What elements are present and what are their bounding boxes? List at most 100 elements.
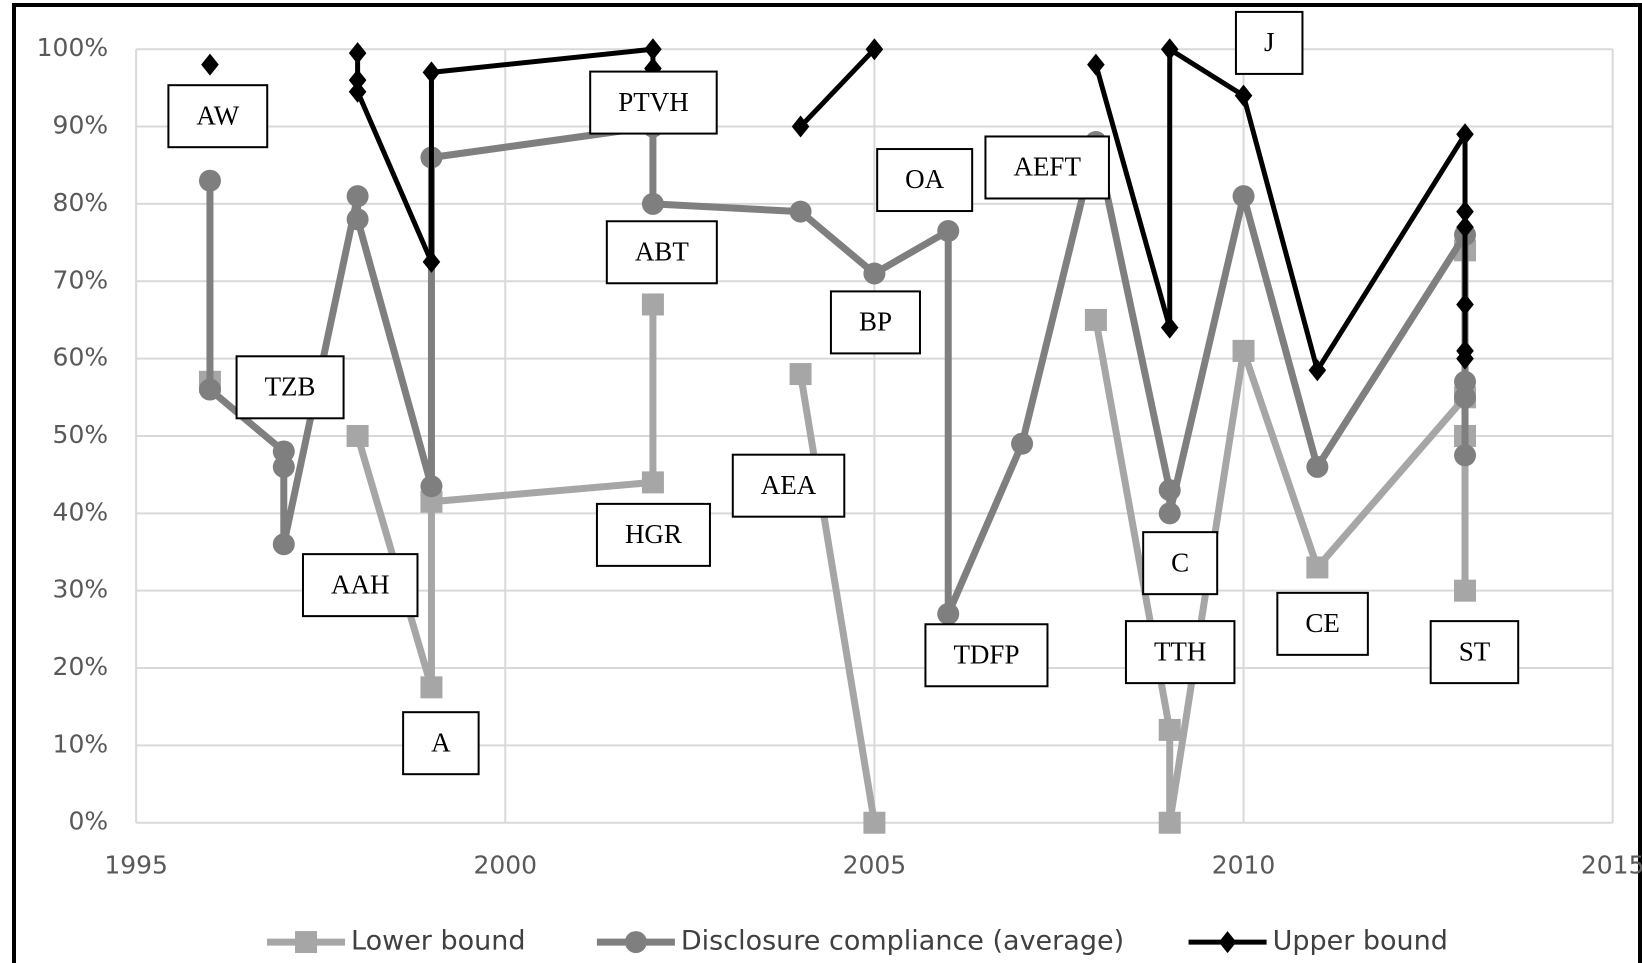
annotation-box [595,502,711,567]
annotation-box [1276,591,1369,656]
marker [644,38,662,61]
marker [272,455,295,478]
marker [641,471,664,494]
annotation-label: AAH [331,569,390,599]
marker [272,440,295,463]
marker [789,200,812,223]
marker [1158,811,1181,834]
marker [1456,216,1474,239]
x-tick-label: 1995 [104,851,168,880]
marker [1158,502,1181,525]
marker [346,208,369,231]
annotation-box [301,553,419,618]
y-tick-label: 50% [53,420,109,449]
annotation: ABT [605,220,718,285]
frame [12,3,1642,963]
marker [937,219,960,242]
marker [1306,556,1329,579]
marker [1454,370,1477,393]
annotation: ST [1429,620,1520,685]
annotation-box [1124,620,1236,685]
annotation-label: AEA [761,470,817,500]
marker [422,250,441,273]
marker [1232,185,1255,208]
annotation: PTVH [589,70,718,135]
annotation-box [829,290,921,355]
annotation: C [1142,531,1219,596]
annotation-box [1234,10,1304,75]
y-tick-label: 30% [53,575,109,604]
annotation: AW [167,84,269,149]
legend-label: Lower bound [351,926,526,957]
marker [1456,123,1474,146]
x-tick-label: 2010 [1212,851,1276,880]
x-tick-label: 2005 [843,851,907,880]
marker [422,61,441,84]
annotation: HGR [595,502,711,567]
marker [346,185,369,208]
annotation-label: J [1264,27,1275,57]
marker [420,490,443,513]
marker [1158,718,1181,741]
marker [1158,479,1181,502]
marker [272,533,295,556]
annotation-label: C [1171,547,1189,577]
annotation: A [402,711,480,776]
annotation-box [924,623,1049,688]
annotation-label: TTH [1154,636,1206,666]
annotation-label: AEFT [1013,152,1081,182]
legend-label: Upper bound [1273,926,1448,957]
marker [865,38,884,61]
marker [198,169,221,192]
y-tick-label: 60% [53,343,109,372]
marker [624,931,647,954]
annotations: AW TZB AAH A PTVH ABT HGR AEA OA BP AEFT TDFP J C TTH C… [167,10,1520,776]
annotation-box [605,220,718,285]
marker [198,378,221,401]
annotation: AAH [301,553,419,618]
annotation-label: CE [1305,608,1340,638]
marker [1456,200,1474,223]
marker [1306,455,1329,478]
annotation: AEFT [984,135,1110,200]
annotation-box [589,70,718,135]
annotation: TZB [235,355,345,420]
marker [348,69,367,92]
legend-item: Upper bound [1188,926,1448,957]
marker [641,293,664,316]
grid: 0% 10% 20% 30% 40% 50% 60% 70% 80% 90% 100% 1995 200… [37,33,1642,880]
annotation-label: HGR [625,519,682,549]
annotation: BP [829,290,921,355]
legend-item: Disclosure compliance (average) [596,926,1124,957]
annotation-label: ST [1459,636,1491,666]
marker [1454,444,1477,467]
series-lines [198,38,1477,834]
annotation: AEA [731,453,846,518]
marker [1160,38,1179,61]
y-tick-label: 40% [53,497,109,526]
marker [791,115,810,138]
marker [937,602,960,625]
marker [348,42,367,65]
marker [420,676,443,699]
marker [1454,386,1477,409]
annotation-label: A [431,727,451,757]
x-tick-label: 2000 [473,851,537,880]
legend-item: Lower bound [267,926,526,957]
annotation-label: AW [196,100,239,130]
marker [295,931,318,954]
y-tick-label: 90% [53,111,109,140]
marker [1308,359,1327,382]
marker [1454,579,1477,602]
marker [1234,84,1253,107]
y-tick-label: 0% [68,807,108,836]
marker [789,363,812,386]
marker [863,811,886,834]
marker [1011,432,1034,455]
marker [348,80,367,103]
marker [201,53,219,76]
annotation-label: PTVH [618,87,689,117]
annotation: OA [876,148,974,213]
y-tick-label: 10% [53,729,109,758]
